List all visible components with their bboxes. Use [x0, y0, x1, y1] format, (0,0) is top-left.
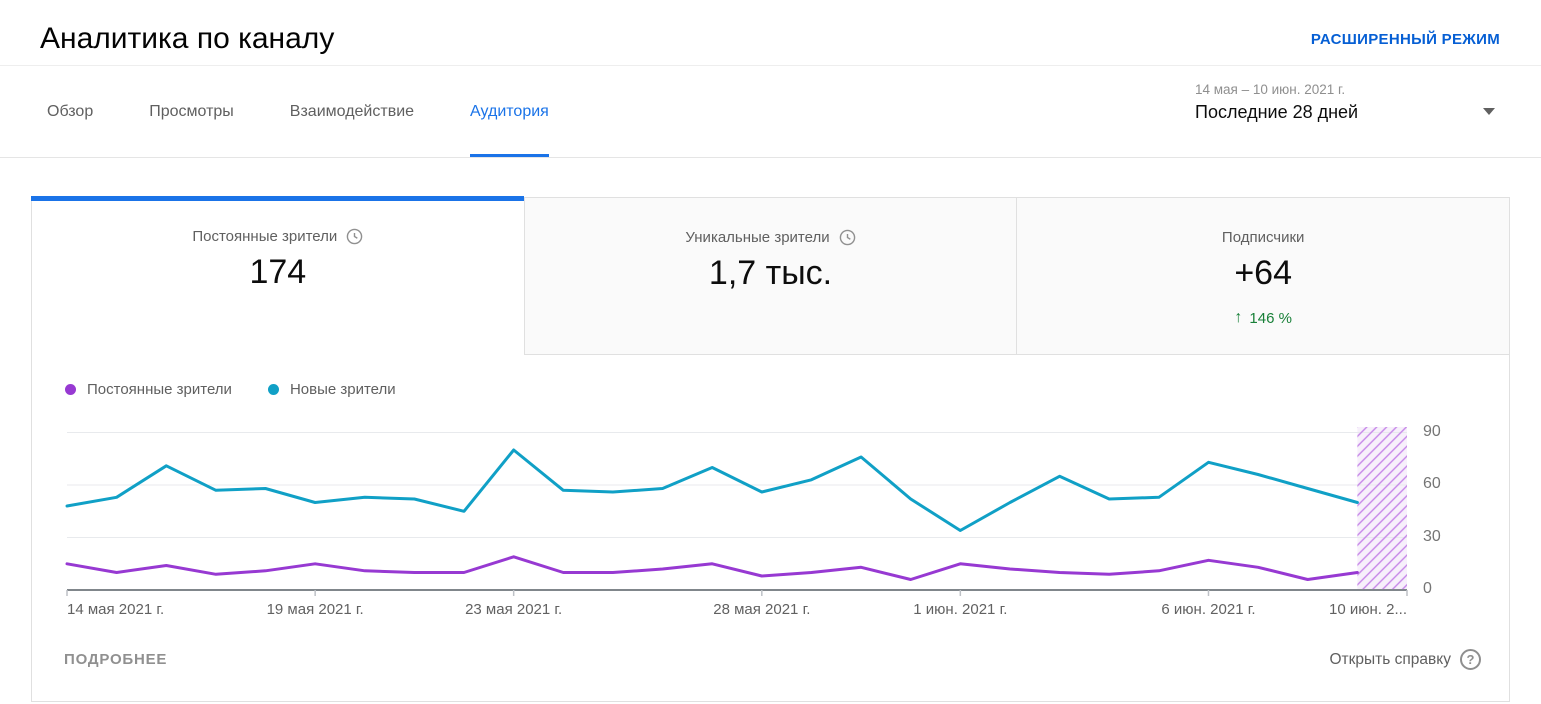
- y-axis-label: 0: [1423, 580, 1432, 597]
- metric-title: Постоянные зрители: [192, 228, 338, 245]
- legend-label: Новые зрители: [289, 381, 396, 398]
- metric-title-row: Подписчики: [1017, 229, 1509, 246]
- help-icon: ?: [1460, 649, 1481, 670]
- y-axis: 0 30 60 90: [1423, 422, 1467, 598]
- tab-audience[interactable]: Аудитория: [442, 66, 577, 157]
- analytics-tab-bar: Обзор Просмотры Взаимодействие Аудитория…: [0, 66, 1541, 158]
- tab-overview[interactable]: Обзор: [19, 66, 121, 157]
- chevron-down-icon: [1483, 108, 1495, 115]
- metric-cards-row: Постоянные зрители 174 Уникальные зрител…: [31, 196, 1510, 355]
- y-axis-label: 60: [1423, 475, 1441, 492]
- tab-label: Аудитория: [470, 102, 549, 120]
- x-axis-label: 10 июн. 2...: [1329, 601, 1407, 618]
- date-range-picker[interactable]: 14 мая – 10 июн. 2021 г. Последние 28 дн…: [1195, 82, 1497, 144]
- chart-legend: Постоянные зрители Новые зрители: [65, 381, 396, 398]
- metric-value: +64: [1234, 254, 1293, 292]
- y-axis-label: 90: [1423, 422, 1441, 440]
- metric-card-returning-viewers[interactable]: Постоянные зрители 174: [31, 196, 524, 355]
- line-chart[interactable]: [65, 425, 1408, 597]
- see-more-button[interactable]: ПОДРОБНЕЕ: [64, 651, 168, 668]
- purple-series-dot-icon: [65, 384, 76, 395]
- open-help-link[interactable]: Открыть справку ?: [1329, 649, 1481, 670]
- tab-engagement[interactable]: Взаимодействие: [262, 66, 442, 157]
- date-range-text: 14 мая – 10 июн. 2021 г.: [1195, 82, 1346, 97]
- x-axis-label: 6 июн. 2021 г.: [1161, 601, 1256, 618]
- arrow-up-icon: ↑: [1234, 309, 1243, 326]
- metric-value: 1,7 тыс.: [708, 254, 833, 292]
- delta-value: 146 %: [1249, 309, 1292, 327]
- x-axis: 14 мая 2021 г. 19 мая 2021 г. 23 мая 2021 …: [67, 601, 1407, 621]
- page-header: Аналитика по каналу РАСШИРЕННЫЙ РЕЖИМ: [0, 0, 1541, 66]
- metric-title: Уникальные зрители: [685, 229, 830, 246]
- metric-delta: ↑ 146 %: [1017, 309, 1509, 327]
- x-axis-label: 28 мая 2021 г.: [713, 601, 811, 618]
- tab-label: Просмотры: [149, 102, 234, 120]
- legend-item-returning-viewers: Постоянные зрители: [65, 381, 232, 398]
- help-label: Открыть справку: [1329, 650, 1451, 668]
- y-axis-label: 30: [1423, 527, 1441, 545]
- clock-icon[interactable]: [839, 229, 856, 246]
- advanced-mode-link[interactable]: РАСШИРЕННЫЙ РЕЖИМ: [1310, 31, 1500, 48]
- date-preset-text: Последние 28 дней: [1195, 102, 1359, 122]
- line-chart-svg: [65, 427, 1408, 596]
- tab-label: Обзор: [47, 102, 94, 120]
- legend-label: Постоянные зрители: [87, 381, 232, 398]
- clock-icon[interactable]: [346, 228, 363, 245]
- legend-item-new-viewers: Новые зрители: [267, 381, 396, 398]
- x-axis-label: 23 мая 2021 г.: [465, 601, 563, 618]
- audience-analytics-panel: Постоянные зрители 174 Уникальные зрител…: [31, 196, 1510, 702]
- page-title: Аналитика по каналу: [40, 22, 335, 55]
- metric-title-row: Уникальные зрители: [525, 229, 1017, 246]
- metric-value: 174: [249, 253, 307, 291]
- x-axis-label: 1 июн. 2021 г.: [913, 601, 1008, 618]
- metric-title: Подписчики: [1221, 229, 1305, 246]
- tab-list: Обзор Просмотры Взаимодействие Аудитория: [19, 66, 577, 157]
- tab-label: Взаимодействие: [289, 102, 415, 120]
- metric-title-row: Постоянные зрители: [32, 228, 524, 245]
- metric-card-unique-viewers[interactable]: Уникальные зрители 1,7 тыс.: [523, 197, 1017, 355]
- metric-card-subscribers[interactable]: Подписчики +64 ↑ 146 %: [1016, 197, 1510, 355]
- x-axis-label: 14 мая 2021 г.: [67, 601, 165, 618]
- tab-views[interactable]: Просмотры: [121, 66, 262, 157]
- x-axis-label: 19 мая 2021 г.: [266, 601, 364, 618]
- teal-series-dot-icon: [267, 384, 279, 395]
